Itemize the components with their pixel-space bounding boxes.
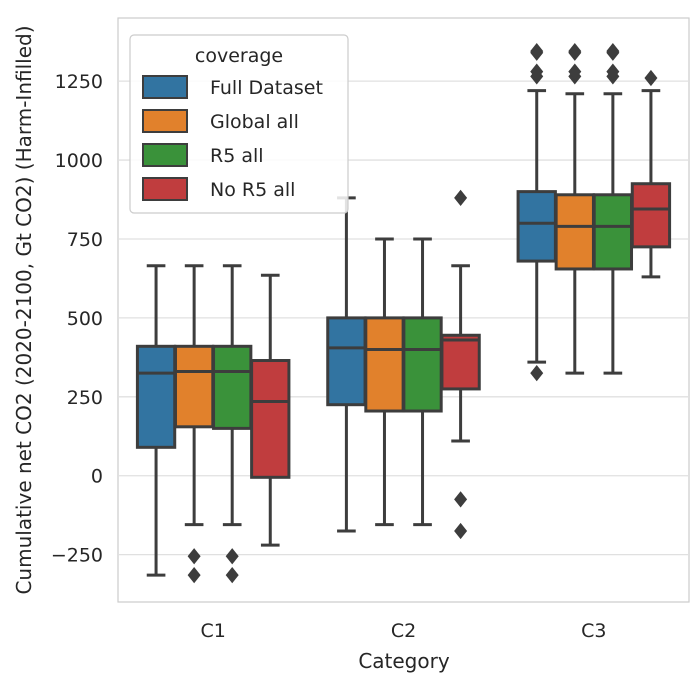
- box: [516, 190, 557, 263]
- outlier-point: [225, 567, 239, 584]
- box: [554, 193, 595, 271]
- y-tick-label: 1000: [55, 150, 103, 172]
- box: [135, 344, 177, 449]
- box: [326, 316, 367, 407]
- outlier-point: [568, 63, 582, 80]
- outlier-point: [644, 69, 658, 87]
- box: [440, 333, 481, 391]
- outlier-point: [606, 43, 620, 60]
- x-tick-labels: C1 C2 C3: [200, 620, 606, 642]
- legend-label: R5 all: [210, 145, 264, 167]
- box: [173, 344, 215, 429]
- legend-swatch: [142, 177, 188, 201]
- outlier-point: [454, 522, 468, 540]
- legend-label: Full Dataset: [210, 77, 323, 99]
- x-tick-label: C2: [391, 620, 416, 642]
- legend-items: Full Dataset Global all R5 all No R5 all: [142, 75, 323, 201]
- legend-swatch: [142, 143, 188, 167]
- outlier-point: [530, 365, 544, 382]
- series-global-all: [173, 43, 595, 584]
- y-tick-labels: −250 0 250 500 750 1000 1250: [51, 71, 103, 567]
- outlier-point: [454, 189, 468, 207]
- legend: coverage Full Dataset Global all R5 all No …: [129, 34, 349, 214]
- outlier-point: [606, 63, 620, 80]
- series-r5-all: [212, 43, 634, 584]
- box: [592, 193, 634, 271]
- x-tick-label: C3: [581, 620, 606, 642]
- series-no-r5-all: [250, 69, 672, 547]
- legend-swatch: [142, 109, 188, 133]
- y-tick-label: 500: [67, 308, 103, 330]
- box: [402, 316, 443, 413]
- legend-title: coverage: [195, 45, 283, 67]
- box: [364, 316, 405, 413]
- y-tick-label: 0: [91, 466, 103, 488]
- y-tick-label: 750: [67, 229, 103, 251]
- legend-swatch: [142, 75, 188, 99]
- legend-label: No R5 all: [210, 179, 295, 201]
- x-tick-label: C1: [200, 620, 225, 642]
- x-axis-label: Category: [358, 649, 450, 673]
- box: [250, 359, 291, 479]
- y-tick-label: 1250: [55, 71, 103, 93]
- legend-label: Global all: [210, 111, 299, 133]
- y-tick-label: 250: [67, 387, 103, 409]
- box: [212, 344, 253, 430]
- box: [630, 182, 672, 249]
- outlier-point: [225, 548, 239, 565]
- outlier-point: [187, 548, 201, 565]
- outlier-point: [568, 43, 582, 60]
- y-axis-label: Cumulative net CO2 (2020-2100, Gt CO2) (…: [12, 25, 36, 594]
- grid-lines: [118, 80, 689, 556]
- outlier-point: [187, 567, 201, 584]
- outlier-point: [530, 63, 544, 80]
- outlier-point: [530, 43, 544, 60]
- y-tick-label: −250: [51, 545, 103, 567]
- outlier-point: [454, 491, 468, 508]
